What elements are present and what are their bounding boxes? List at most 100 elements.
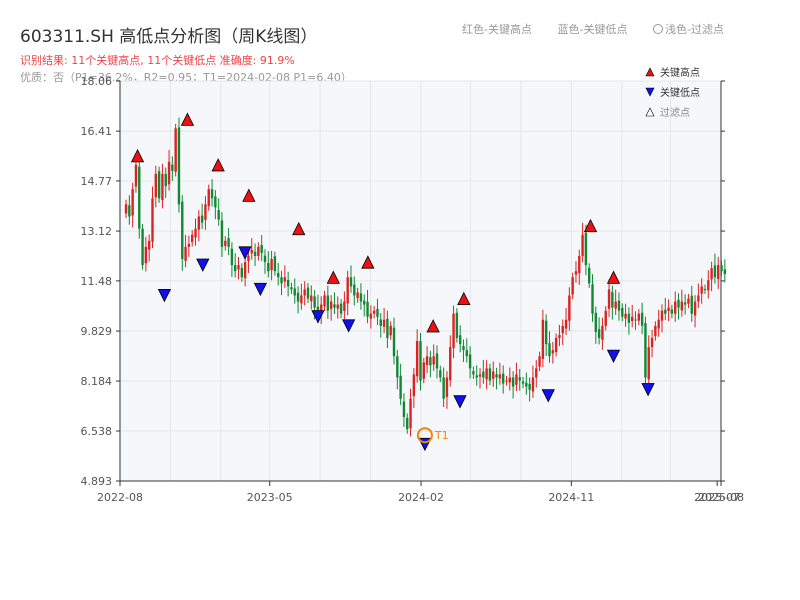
candle-body <box>333 304 336 308</box>
candle-body <box>161 173 164 201</box>
candle-body <box>207 189 210 207</box>
candle-body <box>227 238 230 247</box>
y-tick-label: 16.41 <box>81 125 113 138</box>
candle-body <box>538 356 541 367</box>
candle-body <box>359 293 363 302</box>
key-high-marker <box>457 291 471 306</box>
key-low-marker <box>453 395 467 409</box>
candle-body <box>200 215 204 223</box>
candle-body <box>234 265 237 272</box>
candle-body <box>601 325 604 340</box>
t1-label: T1 <box>434 429 449 442</box>
candle-body <box>505 380 508 382</box>
candle-body <box>329 301 333 309</box>
candle-body <box>432 356 435 365</box>
candle-body <box>399 375 402 399</box>
legend-low-icon <box>645 87 655 97</box>
candle-body <box>313 296 316 308</box>
y-tick-label: 11.48 <box>81 275 113 288</box>
candle-body <box>713 265 717 278</box>
candle-body <box>525 382 528 387</box>
candle-body <box>587 267 591 284</box>
legend-filtered-icon <box>645 107 655 117</box>
candle-body <box>667 307 670 311</box>
candle-body <box>363 300 366 305</box>
candle-body <box>210 189 214 199</box>
candle-body <box>280 277 283 284</box>
candle-body <box>237 265 240 270</box>
candle-body <box>346 277 349 304</box>
candle-body <box>670 309 674 314</box>
candle-body <box>382 319 386 327</box>
candle-body <box>320 304 323 315</box>
candle-body <box>415 341 419 377</box>
candle-body <box>452 313 455 349</box>
candle-body <box>204 204 207 220</box>
candle-body <box>366 301 369 317</box>
candle-body <box>650 338 654 348</box>
candle-body <box>564 319 568 329</box>
candle-body <box>687 298 690 304</box>
candle-body <box>660 310 664 321</box>
legend-label: 关键高点 <box>660 66 700 79</box>
x-tick-label: 2024-11 <box>548 491 594 504</box>
candle-body <box>624 313 627 319</box>
key-high-marker <box>130 148 145 163</box>
key-high-marker <box>180 112 195 126</box>
candle-body <box>690 295 693 314</box>
t1-marker <box>416 427 433 444</box>
y-tick-label: 18.06 <box>81 75 113 88</box>
candle-body <box>300 295 303 304</box>
candle-body <box>591 284 594 314</box>
candle-body <box>597 329 601 339</box>
candle-body <box>343 301 346 311</box>
candle-body <box>349 277 353 287</box>
candle-body <box>644 323 647 378</box>
candle-body <box>581 234 584 256</box>
candle-body <box>429 357 432 366</box>
candle-body <box>707 280 710 291</box>
candle-body <box>511 377 515 387</box>
candle-body <box>167 161 171 185</box>
candle-body <box>217 210 220 220</box>
candle-body <box>548 343 551 357</box>
candle-body <box>561 325 564 334</box>
candle-body <box>372 310 376 314</box>
candle-body <box>353 284 356 296</box>
candle-body <box>187 243 191 247</box>
x-tick-label: 2025-08 <box>698 491 744 504</box>
candle-body <box>131 189 134 216</box>
y-tick-label: 9.829 <box>81 325 113 338</box>
candle-body <box>419 341 422 381</box>
y-tick-label: 14.77 <box>81 175 113 188</box>
candle-body <box>164 173 167 187</box>
candle-body <box>528 383 531 390</box>
candle-body <box>267 262 270 272</box>
candle-body <box>571 277 574 295</box>
chart-title: 603311.SH 高低点分析图（周K线图） <box>20 27 318 47</box>
top-legend-high: 红色-关键高点 <box>462 23 532 36</box>
candle-body <box>197 216 201 230</box>
candle-body <box>128 205 131 217</box>
candle-body <box>141 228 144 266</box>
candle-body <box>190 234 194 243</box>
candle-body <box>283 277 287 282</box>
candle-body <box>475 375 478 378</box>
candle-body <box>611 292 614 308</box>
candle-body <box>604 310 607 326</box>
candle-body <box>379 319 382 326</box>
key-high-marker <box>583 218 598 233</box>
candle-body <box>462 345 465 351</box>
candle-body <box>286 279 290 287</box>
key-high-marker <box>292 221 306 236</box>
candle-body <box>157 171 161 199</box>
candle-body <box>171 164 174 171</box>
key-high-marker <box>242 188 256 202</box>
candle-body <box>492 371 495 379</box>
key-low-marker <box>311 310 325 324</box>
candle-body <box>574 271 578 275</box>
candle-body <box>151 198 154 242</box>
candle-body <box>445 377 449 397</box>
candle-body <box>303 289 306 296</box>
candle-body <box>544 320 548 345</box>
